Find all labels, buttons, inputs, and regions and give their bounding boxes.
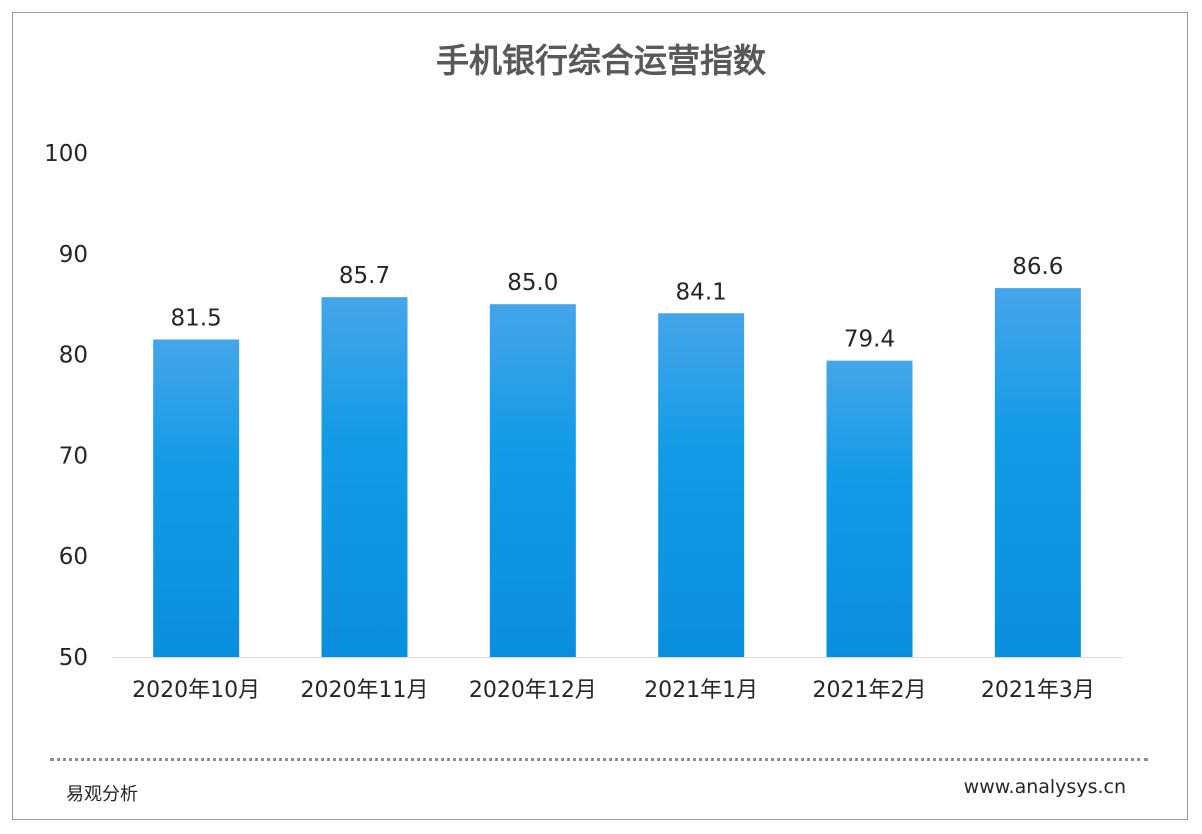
bar — [321, 297, 408, 657]
bar — [153, 339, 240, 657]
bar — [658, 313, 745, 657]
website-label: www.analysys.cn — [963, 776, 1126, 798]
y-tick-label: 80 — [59, 343, 88, 369]
y-tick-label: 70 — [59, 443, 88, 469]
x-tick-label: 2020年11月 — [301, 678, 429, 703]
x-tick-label: 2021年3月 — [981, 678, 1095, 703]
bar-value-label: 79.4 — [844, 327, 895, 353]
x-tick-label: 2021年2月 — [813, 678, 927, 703]
bar-value-label: 85.0 — [507, 270, 558, 296]
bar — [489, 304, 576, 657]
bar-value-label: 85.7 — [339, 263, 390, 289]
x-tick-label: 2020年12月 — [469, 678, 597, 703]
y-tick-label: 60 — [59, 544, 88, 570]
footer-divider — [50, 758, 1148, 761]
chart-title: 手机银行综合运营指数 — [436, 41, 766, 80]
y-tick-label: 90 — [59, 242, 88, 268]
bar — [826, 360, 913, 657]
source-label: 易观分析 — [66, 784, 138, 805]
y-tick-label: 50 — [59, 645, 88, 671]
bar — [994, 288, 1081, 657]
y-tick-label: 100 — [44, 141, 88, 167]
x-tick-label: 2021年1月 — [644, 678, 758, 703]
bar-value-label: 84.1 — [676, 279, 727, 305]
bar-value-label: 81.5 — [171, 305, 222, 331]
bar-value-label: 86.6 — [1012, 254, 1063, 280]
x-tick-label: 2020年10月 — [132, 678, 260, 703]
